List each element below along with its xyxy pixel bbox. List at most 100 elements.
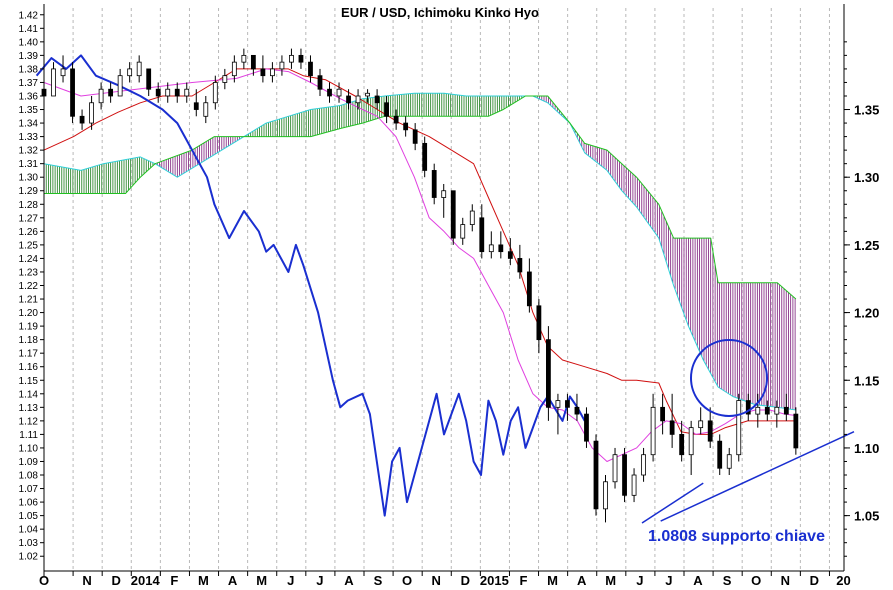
left-tick-label: 1.30 xyxy=(19,173,39,184)
candle-body xyxy=(555,400,561,408)
candle-body xyxy=(603,481,608,510)
left-tick-label: 1.03 xyxy=(19,538,39,549)
candle-body xyxy=(507,251,513,259)
candle-body xyxy=(460,224,466,239)
candle-body xyxy=(127,68,133,77)
candle-body xyxy=(688,427,694,456)
candle-body xyxy=(412,129,418,144)
left-tick-label: 1.27 xyxy=(19,213,39,224)
left-tick-label: 1.06 xyxy=(19,498,39,509)
candle-body xyxy=(298,54,304,63)
left-tick-label: 1.05 xyxy=(19,511,39,522)
left-tick-label: 1.33 xyxy=(19,132,39,143)
month-tick-label: M xyxy=(547,573,558,588)
candle-body xyxy=(336,88,342,97)
candle-body xyxy=(565,400,570,408)
candle-body xyxy=(212,82,218,104)
month-tick-label: A xyxy=(344,573,354,588)
left-tick-label: 1.07 xyxy=(19,484,39,495)
candle-body xyxy=(365,92,370,97)
annotation-pointer xyxy=(641,482,704,524)
candle-body xyxy=(774,406,780,415)
candle-body xyxy=(250,54,256,70)
left-tick-label: 1.10 xyxy=(19,443,39,454)
month-tick-label: O xyxy=(751,573,761,588)
chikou-line xyxy=(35,54,586,517)
candle-body xyxy=(279,61,285,70)
month-tick-label: J xyxy=(316,573,323,588)
left-tick-label: 1.08 xyxy=(19,471,39,482)
month-tick-label: M xyxy=(198,573,209,588)
left-tick-label: 1.34 xyxy=(19,119,39,130)
candle-body xyxy=(89,102,94,124)
left-tick-label: 1.16 xyxy=(19,362,39,373)
candle-body xyxy=(165,88,171,97)
candle-body xyxy=(241,54,247,63)
candle-body xyxy=(736,400,742,456)
candle-body xyxy=(384,102,390,117)
left-tick-label: 1.04 xyxy=(19,525,39,536)
right-tick-label: 1.15 xyxy=(854,373,879,388)
candle-body xyxy=(698,420,704,429)
candle-body xyxy=(755,406,761,415)
candle-body xyxy=(327,88,332,97)
month-tick-label: M xyxy=(256,573,267,588)
candle-body xyxy=(193,102,199,110)
candle-body xyxy=(174,88,180,97)
candle-body xyxy=(546,339,551,408)
highlight-circle xyxy=(690,339,768,417)
candle-body xyxy=(393,115,399,124)
candle-body xyxy=(117,75,123,97)
candle-body xyxy=(650,406,656,456)
candle-body xyxy=(717,440,723,469)
support-trendline xyxy=(660,431,855,522)
left-tick-label: 1.21 xyxy=(19,295,39,306)
candle-body xyxy=(136,61,142,77)
left-tick-label: 1.13 xyxy=(19,403,39,414)
candle-body xyxy=(574,406,580,415)
candle-body xyxy=(203,102,209,117)
candle-body xyxy=(783,406,789,415)
candle-body xyxy=(498,244,504,253)
left-tick-label: 1.31 xyxy=(19,159,39,170)
left-tick-label: 1.28 xyxy=(19,200,39,211)
month-tick-label: 2015 xyxy=(480,573,509,588)
month-tick-label: D xyxy=(461,573,470,588)
right-tick-label: 1.10 xyxy=(854,441,879,456)
candle-body xyxy=(289,54,294,63)
candle-body xyxy=(584,413,589,442)
candle-body xyxy=(155,88,161,97)
candle-body xyxy=(431,170,437,198)
chart-title: EUR / USD, Ichimoku Kinko Hyo xyxy=(341,5,539,20)
candle-body xyxy=(536,305,542,341)
candle-body xyxy=(422,142,428,171)
month-tick-label: S xyxy=(374,573,383,588)
candle-body xyxy=(270,68,275,77)
left-tick-label: 1.19 xyxy=(19,322,39,333)
month-tick-label: D xyxy=(810,573,819,588)
candle-body xyxy=(707,420,713,442)
overlays xyxy=(641,339,855,524)
month-tick-label: O xyxy=(39,573,49,588)
left-tick-label: 1.29 xyxy=(19,186,39,197)
candle-body xyxy=(764,406,770,415)
left-tick-label: 1.32 xyxy=(19,146,39,157)
month-tick-label: N xyxy=(781,573,790,588)
candle-body xyxy=(669,420,675,435)
month-tick-label: A xyxy=(228,573,238,588)
candle-body xyxy=(593,440,599,510)
left-tick-label: 1.15 xyxy=(19,376,39,387)
candle-body xyxy=(260,68,266,77)
left-tick-label: 1.42 xyxy=(19,10,39,21)
candle-body xyxy=(679,434,685,456)
left-tick-label: 1.11 xyxy=(19,430,38,441)
right-tick-label: 1.30 xyxy=(854,170,879,185)
candle-body xyxy=(631,474,637,496)
month-tick-label: 20 xyxy=(836,573,850,588)
candle-body xyxy=(79,115,85,124)
right-tick-label: 1.20 xyxy=(854,306,879,321)
candle-body xyxy=(346,95,351,104)
candle-body xyxy=(450,190,456,239)
month-tick-label: J xyxy=(287,573,294,588)
